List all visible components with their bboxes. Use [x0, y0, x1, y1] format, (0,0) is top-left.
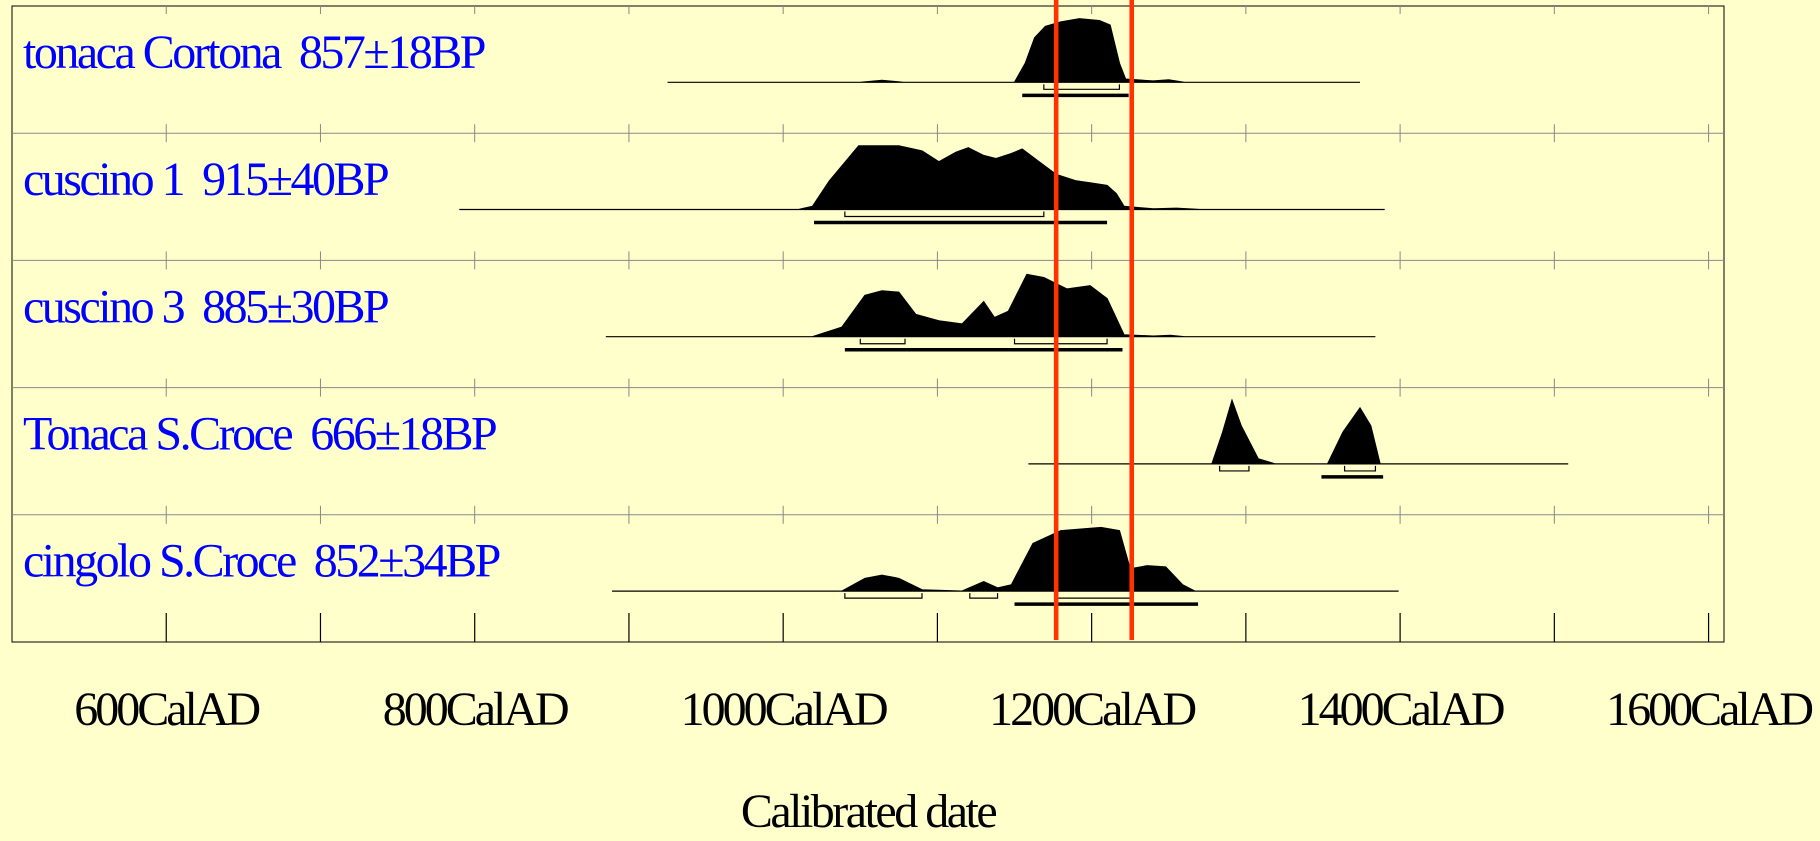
range-68	[1219, 465, 1250, 472]
row-label: Tonaca S.Croce 666±18BP	[23, 407, 496, 460]
x-tick-label: 1200CalAD	[989, 683, 1195, 736]
x-tick-label: 600CalAD	[74, 683, 259, 736]
density-curve	[1028, 398, 1569, 465]
density-curve	[667, 18, 1360, 83]
x-tick-label: 1000CalAD	[681, 683, 887, 736]
range-68	[1343, 465, 1377, 472]
range-68	[969, 593, 999, 599]
x-tick-label: 800CalAD	[383, 683, 568, 736]
range-68	[1013, 338, 1108, 345]
range-68	[844, 593, 923, 599]
plot-frame	[11, 5, 1725, 643]
row-label: cuscino 1 915±40BP	[23, 153, 388, 206]
row-label: cuscino 3 885±30BP	[23, 280, 388, 333]
x-axis-title: Calibrated date	[741, 785, 997, 838]
row-label: tonaca Cortona 857±18BP	[23, 26, 485, 79]
x-tick-label: 1600CalAD	[1606, 683, 1812, 736]
range-68	[844, 211, 1045, 218]
density-curve	[459, 145, 1385, 211]
row-label: cingolo S.Croce 852±34BP	[23, 535, 500, 588]
x-tick-label: 1400CalAD	[1298, 683, 1504, 736]
density-curve	[605, 273, 1376, 338]
density-curve	[612, 526, 1399, 592]
range-68	[1043, 84, 1120, 90]
range-68	[859, 338, 906, 345]
